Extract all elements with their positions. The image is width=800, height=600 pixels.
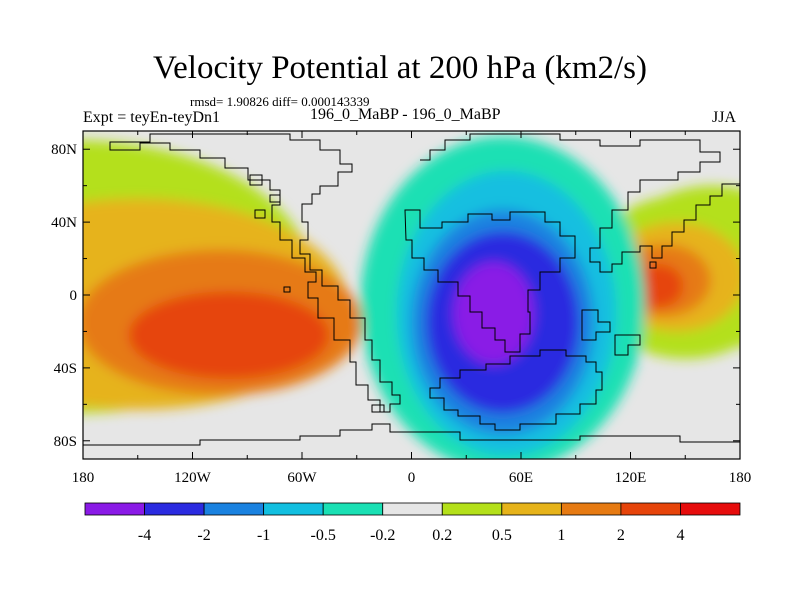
coastline-islands [249,174,657,413]
x-tick-label: 120E [615,470,647,486]
chart-title: Velocity Potential at 200 hPa (km2/s) [152,50,648,86]
y-tick-label: 40N [51,215,77,231]
colorbar-swatch-1 [144,502,205,516]
colorbar-label: 4 [676,527,684,544]
coastline-maritime [581,309,641,356]
contour-region-7-0 [632,264,684,308]
coastline-eurasia [420,133,740,273]
colorbar-swatch-6 [441,502,503,516]
y-tick-label: 80S [54,434,77,450]
coastline-antarctica [83,423,740,446]
x-tick-label: 120W [174,470,212,486]
contour-fill-layer [83,136,740,459]
y-tick-label: 80N [51,142,77,158]
y-tick-label: 0 [70,288,78,304]
coastline-africa [404,209,576,353]
colorbar-label: -4 [138,527,151,544]
colorbar-swatch-0 [84,502,145,516]
colorbar-label: 1 [557,527,565,544]
colorbar-label: -2 [197,527,210,544]
colorbar-label: -0.5 [311,527,336,544]
contour-region-12-0 [453,262,534,365]
y-tick-label: 40S [54,361,77,377]
coastline-australia [429,349,603,431]
colorbar-label: -1 [257,527,270,544]
x-tick-label: 60W [287,470,317,486]
colorbar-swatch-8 [560,502,622,516]
season-label: JJA [712,109,737,126]
colorbar-swatch-5 [382,502,443,516]
x-tick-label: 0 [408,470,416,486]
colorbar: -4 -2 -1 -0.5 -0.2 0.2 0.5 1 2 4 [84,502,741,544]
contour-region-3-0 [128,291,330,379]
colorbar-swatch-7 [501,502,562,516]
colorbar-swatch-4 [322,502,384,516]
case-label: 196_0_MaBP - 196_0_MaBP [310,106,501,123]
colorbar-swatch-10 [680,502,741,516]
x-tick-label: 60E [509,470,533,486]
colorbar-label: 2 [617,527,625,544]
colorbar-label: 0.2 [432,527,452,544]
colorbar-label: 0.5 [492,527,512,544]
x-axis: 180 120W 60W 0 60E 120E 180 [72,131,752,486]
colorbar-swatch-3 [263,502,324,516]
colorbar-swatch-9 [620,502,681,516]
chart-subtitle: rmsd= 1.90826 diff= 0.000143339 [190,94,370,109]
experiment-label: Expt = teyEn-teyDn1 [83,109,220,126]
y-axis: 80N 40N 0 40S 80S [51,142,740,450]
colorbar-label: -0.2 [370,527,395,544]
colorbar-swatch-2 [203,502,265,516]
x-tick-label: 180 [729,470,752,486]
coastline-layer [83,133,740,446]
x-tick-label: 180 [72,470,95,486]
